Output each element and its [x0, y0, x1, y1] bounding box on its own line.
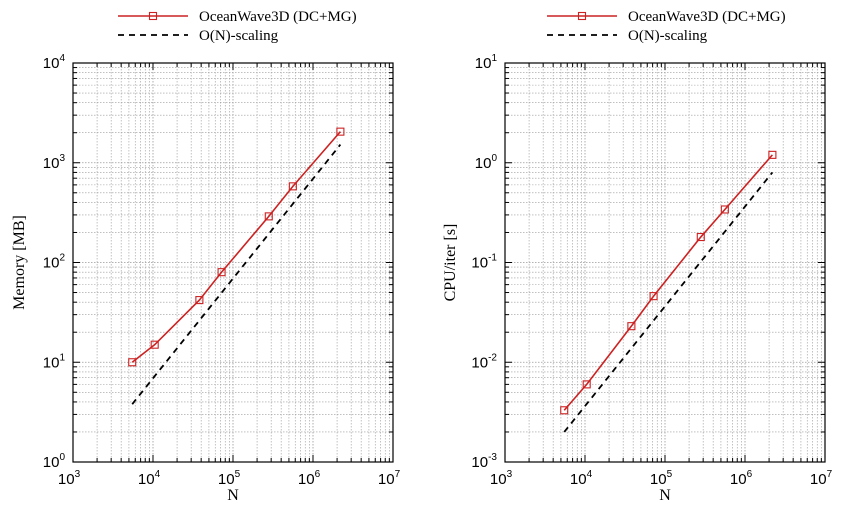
legend-marker: [577, 11, 587, 21]
series-line: [131, 144, 342, 405]
series-o-n-scaling: [131, 144, 342, 405]
legend: OceanWave3D (DC+MG) O(N)-scaling: [547, 9, 786, 44]
y-tick-label: 101: [475, 53, 498, 72]
y-tick-label: 10-1: [471, 253, 497, 272]
legend-label: O(N)-scaling: [628, 28, 708, 44]
y-axis-label: CPU/iter [s]: [442, 224, 459, 302]
y-tick-label: 10-2: [471, 352, 497, 371]
x-axis-label: N: [227, 487, 239, 504]
series-oceanwave3d: [560, 150, 777, 415]
y-tick-label: 100: [475, 153, 498, 172]
series-line: [131, 131, 341, 363]
y-tick-label: 102: [43, 253, 66, 272]
data-point: [627, 322, 636, 331]
data-point: [336, 127, 345, 136]
tick-marks: [72, 62, 394, 463]
x-tick-label: 105: [650, 469, 673, 488]
x-axis-label: N: [659, 487, 671, 504]
y-tick-label: 10-3: [471, 452, 497, 471]
x-tick-label: 105: [218, 469, 241, 488]
data-point: [696, 232, 705, 242]
x-tick-label: 106: [298, 469, 321, 488]
data-point: [649, 292, 658, 301]
legend: OceanWave3D (DC+MG) O(N)-scaling: [118, 9, 357, 44]
series-oceanwave3d: [128, 127, 345, 367]
data-point: [768, 150, 777, 159]
data-point: [195, 296, 204, 305]
series-line: [563, 171, 774, 433]
data-point: [560, 406, 569, 415]
data-point: [264, 212, 273, 221]
data-point: [720, 205, 729, 214]
legend-label: O(N)-scaling: [199, 28, 279, 44]
grid: [505, 63, 825, 462]
y-tick-label: 100: [43, 452, 66, 471]
data-point: [582, 380, 591, 389]
series-o-n-scaling: [563, 171, 774, 433]
y-axis-label: Memory [MB]: [11, 215, 28, 310]
tick-marks: [504, 62, 826, 463]
x-tick-label: 107: [378, 469, 401, 488]
series-line: [563, 154, 773, 411]
x-tick-label: 103: [490, 469, 513, 488]
y-tick-label: 101: [43, 352, 66, 371]
legend-marker: [148, 11, 158, 21]
legend-label: OceanWave3D (DC+MG): [628, 9, 786, 25]
data-point: [150, 340, 159, 349]
x-tick-label: 107: [810, 469, 833, 488]
y-tick-label: 103: [43, 153, 66, 172]
chart-1: 103 104 105 106 107 100 101 102 103 104 N Memory [M…: [11, 9, 401, 504]
grid: [73, 63, 393, 462]
data-point: [128, 358, 137, 367]
x-tick-label: 104: [138, 469, 161, 488]
data-point: [288, 182, 297, 191]
legend-label: OceanWave3D (DC+MG): [199, 9, 357, 25]
x-tick-label: 103: [58, 469, 81, 488]
data-point: [217, 268, 226, 277]
x-tick-label: 106: [730, 469, 753, 488]
y-tick-label: 104: [43, 53, 66, 72]
chart-2: 103 104 105 106 107 10-3 10-2 10-1 100 101 N CPU/it…: [442, 9, 833, 504]
x-tick-label: 104: [570, 469, 593, 488]
